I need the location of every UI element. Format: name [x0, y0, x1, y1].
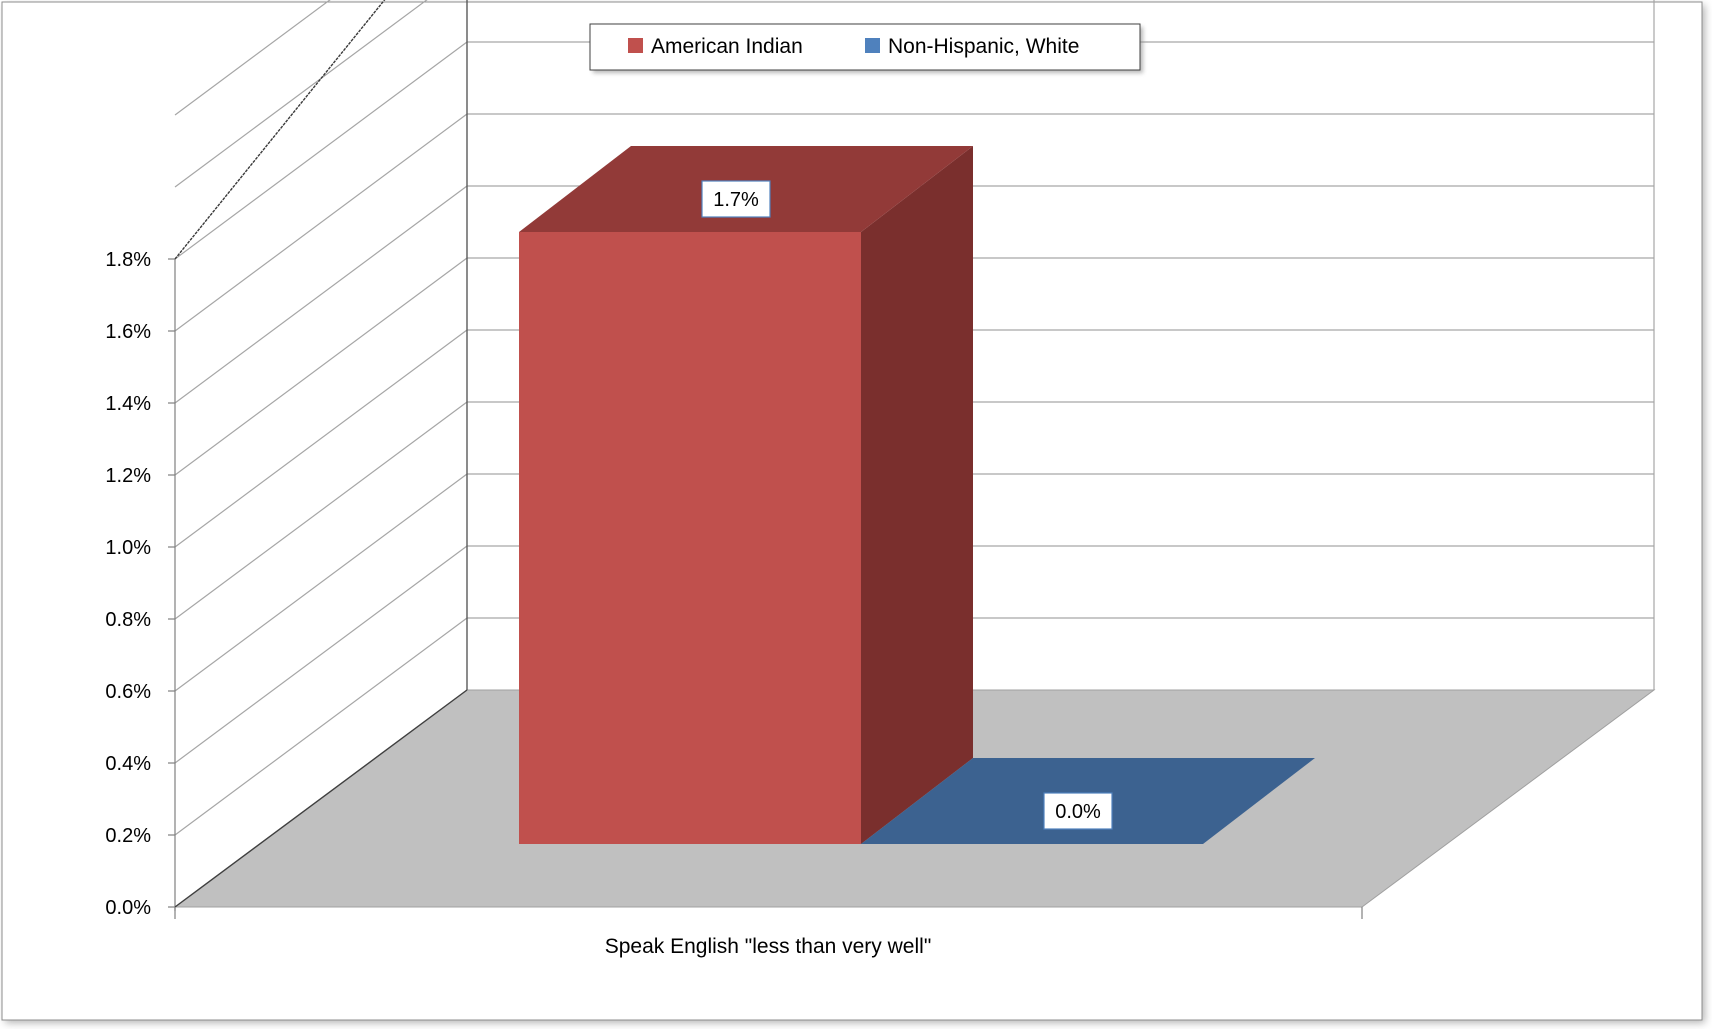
- y-tick-label: 0.6%: [105, 681, 151, 703]
- data-label: 1.7%: [713, 189, 759, 211]
- y-tick-label: 0.4%: [105, 753, 151, 775]
- side-gridline: [174, 545, 468, 764]
- bars: [519, 146, 1315, 844]
- data-labels: 1.7% 0.0%: [701, 180, 1113, 830]
- side-gridline: [174, 257, 468, 476]
- data-label: 0.0%: [1055, 801, 1101, 823]
- data-label-box: [701, 180, 771, 218]
- y-tick-label: 1.4%: [105, 393, 151, 415]
- legend-swatch-american-indian: [628, 38, 643, 53]
- y-tick-label: 1.6%: [105, 321, 151, 343]
- category-label: Speak English "less than very well": [605, 935, 932, 958]
- value-axis: 0.0% 0.2% 0.4% 0.6% 0.8% 1.0% 1.2% 1.4% 1.6% 1.8%: [105, 249, 468, 919]
- bar-american-indian: [519, 146, 973, 844]
- legend-swatch-non-hispanic-white: [865, 38, 880, 53]
- category-axis: Speak English "less than very well": [174, 907, 1363, 958]
- side-gridline: [174, 185, 468, 404]
- side-gridline: [174, 113, 468, 332]
- legend-label-non-hispanic-white: Non-Hispanic, White: [888, 35, 1079, 58]
- legend-label-american-indian: American Indian: [651, 35, 803, 58]
- y-tick-label: 1.0%: [105, 537, 151, 559]
- side-gridline: [174, 401, 468, 620]
- side-gridline: [174, 473, 468, 692]
- y-tick-label: 0.2%: [105, 825, 151, 847]
- side-gridline: [174, 329, 468, 548]
- y-tick-label: 0.8%: [105, 609, 151, 631]
- data-label-box: [1043, 792, 1113, 830]
- floor-left-edge: [174, 689, 468, 908]
- side-gridline: [174, 617, 468, 836]
- legend: American Indian Non-Hispanic, White: [589, 23, 1143, 73]
- side-wall-top-edge: [174, 0, 386, 260]
- side-gridline: [174, 0, 331, 116]
- bar-side-face: [861, 146, 973, 844]
- bar-front-face: [519, 232, 861, 844]
- y-tick-label: 1.2%: [105, 465, 151, 487]
- side-gridline: [174, 41, 468, 260]
- y-tick-label: 0.0%: [105, 897, 151, 919]
- y-tick-label: 1.8%: [105, 249, 151, 271]
